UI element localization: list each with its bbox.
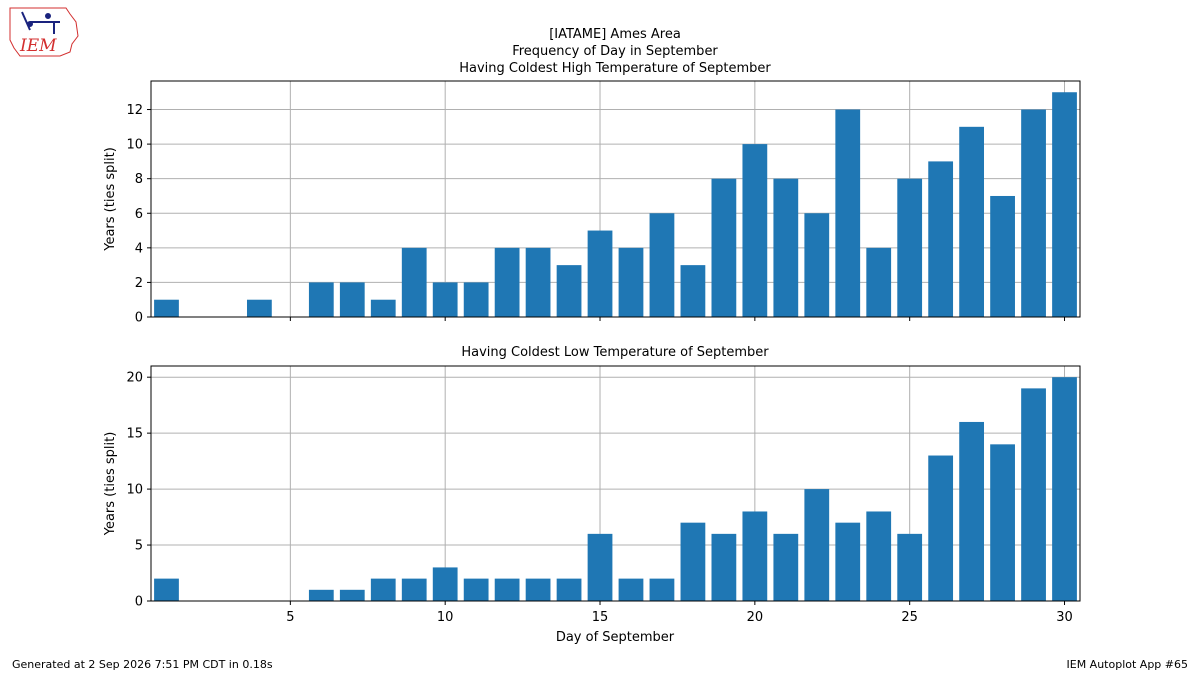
bar-day-30 [1052,377,1077,601]
y-tick-label: 0 [135,311,143,326]
y-tick-label: 8 [135,172,143,187]
grid-lines [151,366,1080,602]
bar-day-27 [959,126,985,317]
y-tick-label: 4 [135,241,143,256]
y-axis-label: Years (ties split) [103,147,118,252]
bar-day-10 [432,282,458,317]
x-tick-label: 20 [747,610,764,625]
bar-day-22 [804,213,830,317]
bar-day-23 [835,109,861,318]
bar-day-7 [339,589,365,601]
bar-day-24 [866,511,892,601]
x-tick-label: 30 [1056,610,1073,625]
y-tick-label: 15 [126,427,143,442]
x-tick-label: 10 [437,610,454,625]
bar-day-1 [154,578,179,601]
weather-station-icon [21,11,60,34]
bar-series [154,377,1077,601]
bar-day-16 [618,578,644,601]
y-axis-ticks: 0 5 10 15 20 [126,371,151,610]
bar-day-27 [959,421,985,601]
bar-day-9 [401,578,427,601]
bar-day-14 [556,265,582,317]
bar-day-11 [463,578,489,601]
chart-title-line-2: Frequency of Day in September [512,44,718,59]
bar-day-15 [587,533,613,601]
bar-day-29 [1021,388,1046,601]
axes-frame [150,365,1081,602]
bar-day-15 [587,230,613,317]
iem-logo: IEM [9,7,79,57]
bar-day-13 [525,578,551,601]
bar-day-26 [928,161,954,317]
bar-day-22 [804,489,830,601]
bar-day-23 [835,522,861,601]
bar-day-28 [990,444,1015,601]
footer-app-id: IEM Autoplot App #65 [1066,658,1189,671]
x-axis-ticks [289,317,1066,321]
x-axis-ticks: 5 10 15 20 25 30 [286,601,1073,625]
y-tick-label: 5 [135,539,143,554]
bar-day-6 [308,589,334,601]
bar-day-26 [928,455,954,601]
bar-day-21 [773,533,799,601]
y-tick-label: 0 [135,595,143,610]
bar-day-25 [897,178,923,317]
y-tick-label: 20 [126,371,143,386]
y-tick-label: 6 [135,207,143,222]
bar-day-8 [370,299,396,317]
y-axis-ticks: 0 2 4 6 8 10 12 [126,103,151,326]
bar-day-19 [711,533,737,601]
y-tick-label: 2 [135,276,143,291]
bar-day-28 [990,195,1015,317]
y-tick-label: 12 [126,103,143,118]
footer-generated-text: Generated at 2 Sep 2026 7:51 PM CDT in 0… [12,658,273,671]
bar-day-14 [556,578,582,601]
bar-day-17 [649,578,675,601]
bar-day-25 [897,533,923,601]
bar-day-16 [618,247,644,317]
bar-day-19 [711,178,737,317]
chart-title-line-1: [IATAME] Ames Area [549,27,681,42]
chart-title-line-3: Having Coldest High Temperature of Septe… [459,61,771,76]
bar-day-18 [680,522,706,601]
bar-day-24 [866,247,892,317]
logo-text: IEM [19,36,57,56]
x-axis-label: Day of September [556,630,675,645]
bar-day-6 [308,282,334,317]
y-axis-label: Years (ties split) [103,432,118,537]
x-tick-label: 15 [592,610,609,625]
bar-day-10 [432,567,458,601]
x-tick-label: 25 [901,610,918,625]
subplot-coldest-high: 0 2 4 6 8 10 12 Years (ties split) [103,80,1081,326]
bar-day-11 [463,282,489,317]
bar-day-12 [494,578,520,601]
bar-day-18 [680,265,706,317]
bar-day-9 [401,247,427,317]
axes-frame [150,80,1081,318]
bar-day-12 [494,247,520,317]
bar-day-13 [525,247,551,317]
bar-day-21 [773,178,799,317]
bar-day-20 [742,144,768,317]
y-tick-label: 10 [126,483,143,498]
bar-day-20 [742,511,768,601]
y-tick-label: 10 [126,138,143,153]
bar-day-8 [370,578,396,601]
bar-day-1 [154,299,179,317]
x-tick-label: 5 [286,610,294,625]
bar-day-30 [1052,92,1077,317]
bar-day-4 [246,299,272,317]
bar-day-7 [339,282,365,317]
subplot-2-title: Having Coldest Low Temperature of Septem… [461,345,769,360]
bar-series [154,92,1077,318]
bar-day-29 [1021,109,1046,318]
bar-day-17 [649,213,675,317]
